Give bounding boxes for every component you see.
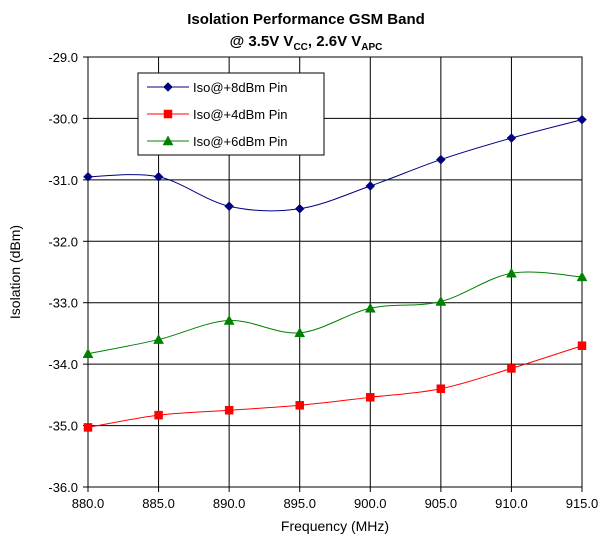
x-tick-label: 895.0 [283, 496, 316, 511]
y-tick-label: -29.0 [48, 50, 78, 65]
y-tick-label: -31.0 [48, 173, 78, 188]
x-tick-label: 915.0 [566, 496, 599, 511]
series-3 [82, 267, 588, 358]
x-tick-label: 885.0 [142, 496, 175, 511]
data-point [294, 327, 306, 338]
y-tick-label: -32.0 [48, 234, 78, 249]
data-point [224, 405, 234, 415]
legend-label: Iso@+4dBm Pin [193, 107, 288, 122]
legend-marker [162, 135, 174, 146]
data-point [436, 154, 446, 165]
y-axis-ticks: -29.0 -30.0 -31.0 -32.0 -33.0 -34.0 -35.0 -36.0 [48, 50, 88, 495]
data-point [224, 201, 234, 212]
legend-marker [163, 82, 173, 92]
y-tick-label: -33.0 [48, 296, 78, 311]
series-layer [82, 114, 588, 432]
chart-subtitle: @ 3.5V VCC, 2.6V VAPC [230, 33, 383, 53]
legend: Iso@+8dBm Pin Iso@+4dBm Pin Iso@+6dBm Pin [137, 72, 325, 156]
data-point [506, 133, 517, 143]
subtitle-text: @ 3.5V V [230, 33, 294, 50]
y-tick-label: -30.0 [48, 111, 78, 126]
y-axis-label: Isolation (dBm) [7, 225, 23, 319]
data-point [436, 384, 446, 393]
data-point [153, 334, 164, 344]
data-point [507, 364, 516, 373]
data-point [294, 203, 305, 214]
subtitle-text: , 2.6V V [308, 33, 361, 50]
data-point [364, 302, 376, 313]
data-point [83, 171, 93, 182]
subtitle-subscript: CC [293, 42, 307, 53]
data-point [576, 271, 588, 282]
data-point [223, 315, 235, 325]
legend-item: Iso@+6dBm Pin [147, 134, 288, 149]
data-point [295, 401, 304, 410]
data-point [365, 181, 376, 191]
legend-marker [163, 109, 173, 119]
x-tick-label: 900.0 [354, 496, 387, 511]
y-tick-label: -36.0 [48, 480, 78, 495]
x-axis-label: Frequency (MHz) [281, 518, 389, 534]
data-point [577, 341, 587, 350]
data-point [366, 393, 375, 402]
data-point [506, 267, 517, 278]
data-point [154, 410, 163, 420]
data-point [82, 348, 94, 358]
x-tick-label: 880.0 [72, 496, 105, 511]
series-1 [83, 114, 587, 214]
x-tick-label: 910.0 [495, 496, 528, 511]
legend-item: Iso@+8dBm Pin [147, 80, 288, 95]
x-axis-ticks: 880.0 885.0 890.0 895.0 900.0 905.0 910.0 915.0 [72, 487, 599, 511]
chart-title: Isolation Performance GSM Band [187, 11, 425, 28]
data-point [83, 423, 93, 432]
y-tick-label: -34.0 [48, 357, 78, 372]
series-line [87, 119, 583, 212]
data-point [577, 114, 587, 125]
series-line [87, 345, 583, 428]
series-2 [83, 341, 587, 432]
data-point [153, 171, 164, 182]
subtitle-subscript: APC [361, 42, 382, 53]
legend-item: Iso@+4dBm Pin [147, 107, 288, 122]
legend-label: Iso@+6dBm Pin [193, 134, 288, 149]
y-tick-label: -35.0 [48, 419, 78, 434]
data-point [435, 295, 447, 306]
x-tick-label: 890.0 [213, 496, 246, 511]
series-line [87, 271, 583, 355]
x-tick-label: 905.0 [425, 496, 458, 511]
legend-label: Iso@+8dBm Pin [193, 80, 288, 95]
